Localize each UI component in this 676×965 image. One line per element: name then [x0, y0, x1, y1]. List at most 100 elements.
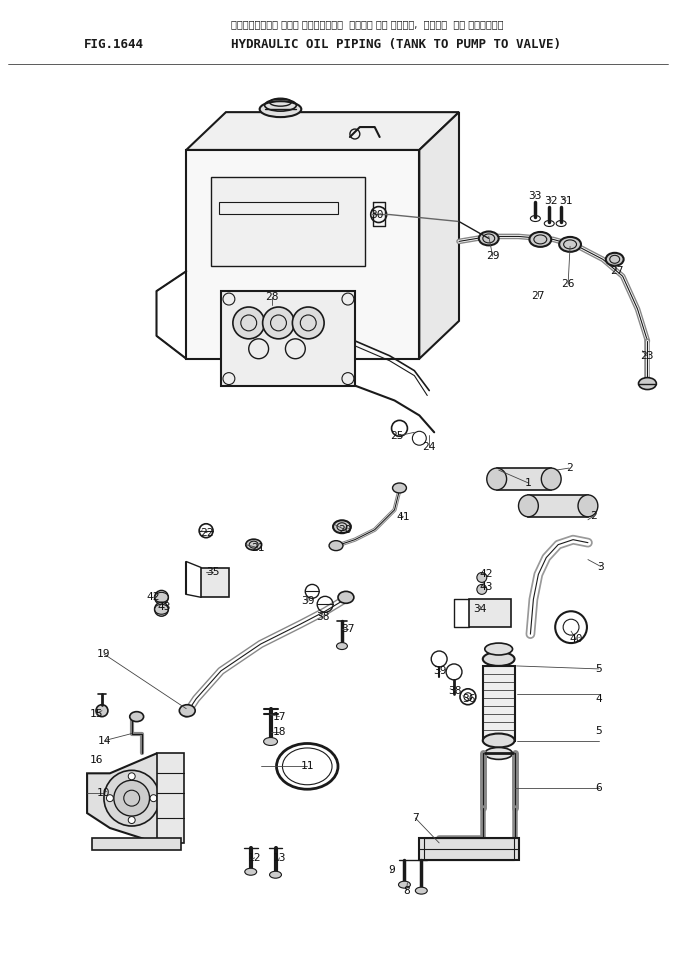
Text: 33: 33	[529, 191, 542, 201]
Circle shape	[96, 704, 108, 717]
Polygon shape	[201, 567, 229, 597]
Ellipse shape	[270, 871, 281, 878]
Text: 43: 43	[158, 602, 171, 612]
Text: FIG.1644: FIG.1644	[84, 38, 144, 50]
Text: 23: 23	[639, 350, 653, 361]
Circle shape	[128, 816, 135, 823]
Text: 15: 15	[89, 708, 103, 719]
Text: 17: 17	[272, 711, 286, 722]
Bar	[211, 177, 365, 266]
Ellipse shape	[518, 495, 538, 517]
Circle shape	[155, 602, 168, 617]
Ellipse shape	[485, 748, 512, 759]
Circle shape	[150, 795, 157, 802]
Bar	[219, 202, 338, 213]
Bar	[419, 838, 518, 860]
Text: 35: 35	[206, 567, 220, 577]
Ellipse shape	[415, 887, 427, 895]
Text: 20: 20	[338, 525, 352, 535]
Ellipse shape	[398, 881, 410, 888]
Polygon shape	[87, 754, 176, 842]
Ellipse shape	[264, 737, 278, 746]
Text: 11: 11	[301, 761, 314, 771]
Text: 19: 19	[97, 649, 111, 659]
Text: 27: 27	[610, 266, 623, 276]
Text: 37: 37	[341, 624, 355, 634]
Text: 21: 21	[251, 542, 264, 553]
Bar	[425, 838, 514, 860]
Ellipse shape	[483, 733, 514, 748]
Circle shape	[233, 307, 264, 339]
Circle shape	[155, 591, 168, 604]
Ellipse shape	[333, 520, 351, 534]
Bar	[483, 666, 514, 740]
Text: ハイト゚ロリック オイル ハイピンク゚  （タンク から ホンプ゚,  ホンプ゚  から ハイルプ）: ハイト゚ロリック オイル ハイピンク゚ （タンク から ホンプ゚, ホンプ゚ …	[231, 18, 504, 29]
Text: 13: 13	[272, 853, 286, 863]
Text: 43: 43	[479, 583, 493, 593]
Bar	[529, 495, 588, 517]
Ellipse shape	[578, 495, 598, 517]
Bar	[497, 468, 551, 490]
Text: 39: 39	[301, 596, 315, 606]
Text: 36: 36	[462, 694, 476, 703]
Text: 27: 27	[531, 291, 545, 301]
Text: 38: 38	[316, 612, 330, 622]
Text: 2: 2	[566, 463, 573, 473]
Ellipse shape	[260, 101, 301, 117]
Text: 24: 24	[422, 442, 436, 453]
Ellipse shape	[338, 592, 354, 603]
Ellipse shape	[529, 232, 551, 247]
Text: 1: 1	[525, 478, 532, 488]
Text: 16: 16	[89, 756, 103, 765]
Polygon shape	[187, 150, 419, 359]
Circle shape	[104, 770, 160, 826]
Text: 6: 6	[596, 784, 602, 793]
Ellipse shape	[329, 540, 343, 551]
Ellipse shape	[487, 468, 506, 490]
Circle shape	[114, 781, 149, 816]
Text: 10: 10	[97, 788, 111, 798]
Text: 38: 38	[448, 686, 462, 696]
Text: 5: 5	[596, 664, 602, 674]
Text: 2: 2	[591, 510, 598, 521]
Text: 28: 28	[265, 292, 279, 302]
Text: 30: 30	[370, 209, 383, 220]
Ellipse shape	[245, 868, 257, 875]
Text: 39: 39	[433, 666, 447, 675]
Ellipse shape	[246, 539, 262, 550]
Text: 9: 9	[388, 865, 395, 874]
Text: 22: 22	[200, 528, 214, 538]
Circle shape	[293, 307, 324, 339]
Text: 12: 12	[248, 853, 262, 863]
Bar	[92, 838, 181, 850]
Polygon shape	[419, 112, 459, 359]
Text: 14: 14	[98, 735, 112, 746]
Ellipse shape	[479, 232, 499, 245]
Bar	[157, 754, 185, 842]
Text: 40: 40	[569, 634, 583, 644]
Text: 18: 18	[272, 727, 286, 736]
Text: HYDRAULIC OIL PIPING (TANK TO PUMP TO VALVE): HYDRAULIC OIL PIPING (TANK TO PUMP TO VA…	[231, 38, 561, 50]
Ellipse shape	[179, 704, 195, 717]
Text: 5: 5	[596, 726, 602, 735]
Text: 29: 29	[486, 251, 500, 262]
Circle shape	[477, 585, 487, 594]
Text: 7: 7	[412, 813, 418, 823]
Ellipse shape	[606, 253, 624, 265]
Text: 4: 4	[596, 694, 602, 703]
Ellipse shape	[130, 711, 143, 722]
Text: 42: 42	[479, 569, 493, 579]
Bar	[221, 291, 355, 386]
Text: 41: 41	[397, 511, 410, 522]
Circle shape	[262, 307, 294, 339]
Text: 31: 31	[559, 196, 573, 206]
Ellipse shape	[337, 643, 347, 649]
Text: 8: 8	[403, 886, 410, 896]
Ellipse shape	[485, 643, 512, 655]
Ellipse shape	[483, 652, 514, 666]
Circle shape	[128, 773, 135, 780]
Text: 42: 42	[147, 593, 160, 602]
Ellipse shape	[559, 237, 581, 252]
Circle shape	[477, 572, 487, 583]
Text: 34: 34	[473, 604, 487, 615]
